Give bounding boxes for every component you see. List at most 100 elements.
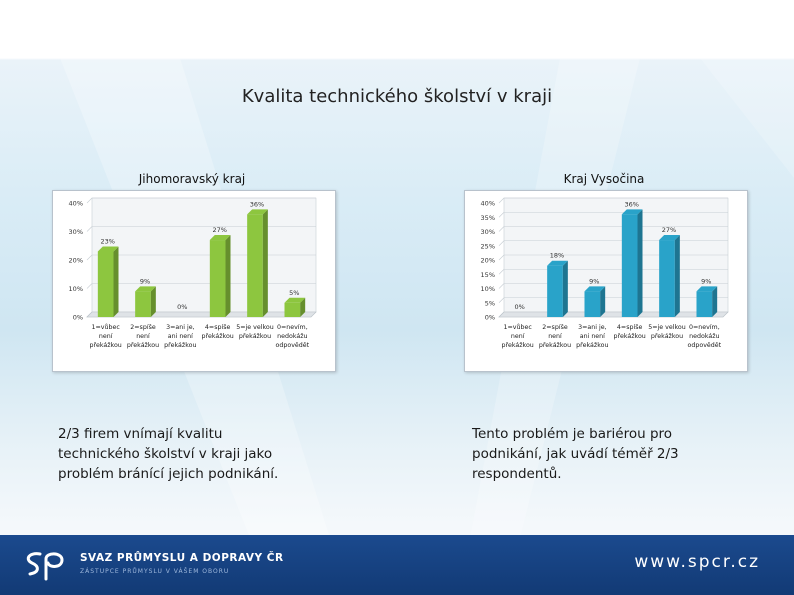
bar: [247, 214, 263, 317]
caption-left-line: technického školství v kraji jako: [58, 446, 273, 462]
x-tick-label: překážkou: [502, 341, 534, 349]
chart-vysocina: 0% 5% 10% 15% 20% 25% 30% 35% 40% 0% 1=vůbec není př…: [464, 190, 748, 372]
y-tick-label: 40%: [69, 200, 83, 208]
data-label: 36%: [250, 200, 264, 208]
y-tick-label: 20%: [481, 257, 495, 265]
x-tick-label: překážkou: [539, 341, 571, 349]
x-tick-label: 1=vůbec: [503, 323, 532, 331]
x-tick-label: není: [548, 332, 562, 340]
bar: [696, 291, 713, 317]
bar-side: [712, 286, 718, 317]
y-tick-label: 30%: [481, 228, 495, 236]
gridline-depth: [498, 197, 505, 204]
x-tick-label: překážkou: [164, 341, 196, 349]
x-tick-label: 0=nevím,: [689, 323, 720, 331]
x-tick-label: 4=spíše: [617, 323, 643, 331]
gridline-depth: [498, 269, 505, 275]
footer-org-tagline: ZÁSTUPCE PRŮMYSLU V VÁŠEM OBORU: [80, 568, 230, 575]
bar: [621, 214, 638, 317]
x-tick-label: 5=je velkou: [236, 324, 274, 331]
bar-side: [300, 297, 306, 317]
plot-floor: [498, 311, 729, 318]
gridline-depth: [498, 212, 505, 218]
bar: [584, 291, 601, 317]
x-tick-label: 5=je velkou: [648, 324, 686, 331]
gridline-depth: [86, 226, 93, 232]
x-tick-label: překážkou: [651, 332, 683, 340]
bar-side: [113, 246, 119, 317]
y-tick-label: 20%: [69, 257, 83, 265]
gridline-depth: [86, 197, 93, 204]
gridline-depth: [498, 240, 505, 246]
x-tick-label: odpovědět: [688, 341, 722, 349]
x-tick-label: 1=vůbec: [91, 323, 120, 331]
chart-title-vysocina: Kraj Vysočina: [563, 172, 645, 186]
data-label: 9%: [589, 277, 599, 285]
y-tick-label: 40%: [481, 200, 495, 208]
bar-top: [696, 286, 718, 292]
y-tick-label: 0%: [485, 314, 495, 322]
gridline-depth: [498, 226, 505, 232]
bar-top: [284, 297, 306, 303]
plot-wall: [498, 197, 729, 318]
bar-top: [247, 209, 268, 215]
chart-title-jihomoravsky: Jihomoravský kraj: [138, 172, 246, 186]
bar: [97, 251, 114, 317]
data-label: 5%: [289, 289, 299, 297]
x-tick-label: 2=spíše: [130, 323, 156, 331]
bar-top: [135, 286, 156, 292]
bar-top: [97, 246, 119, 252]
gridline-depth: [86, 283, 93, 289]
y-tick-label: 10%: [69, 285, 83, 293]
data-label: 0%: [177, 303, 187, 311]
x-tick-label: 4=spíše: [205, 323, 231, 331]
x-tick-label: překážkou: [127, 341, 159, 349]
y-tick-label: 0%: [73, 314, 83, 322]
bar-side: [225, 235, 231, 317]
caption-right: Tento problém je bariérou pro podnikání,…: [472, 424, 679, 484]
plot-floor: [86, 311, 317, 318]
gridline-depth: [86, 254, 93, 261]
bar-top: [547, 260, 568, 266]
plot-wall: [86, 197, 317, 318]
spcr-logo-icon: [26, 552, 64, 581]
bar-side: [150, 286, 156, 317]
x-tick-label: překážkou: [202, 332, 234, 340]
caption-right-line: respondentů.: [472, 466, 562, 482]
x-tick-label: ani není: [580, 332, 605, 340]
x-tick-label: není: [511, 332, 525, 340]
chart-jihomoravsky-svg: 0%10%20%30%40%23%1=vůbecnenípřekážkou9%2…: [69, 197, 317, 349]
gridline-depth: [498, 297, 505, 303]
caption-right-line: podnikání, jak uvádí téměř 2/3: [472, 446, 679, 462]
bar-side: [674, 235, 680, 317]
slide-title: Kvalita technického školství v kraji: [241, 86, 553, 107]
bar-top: [209, 235, 231, 241]
data-label: 23%: [100, 237, 114, 245]
data-label: 0%: [515, 303, 525, 311]
data-label: 18%: [550, 252, 564, 260]
data-label: 9%: [140, 277, 150, 285]
caption-left-line: problém brání­cí jejich podnikání.: [58, 466, 279, 482]
x-tick-label: nedokážu: [689, 332, 719, 340]
bar: [659, 240, 675, 317]
x-tick-label: 2=spíše: [542, 323, 568, 331]
x-tick-label: odpovědět: [276, 341, 310, 349]
footer-website[interactable]: www.spcr.cz: [634, 552, 760, 572]
x-tick-label: nedokážu: [277, 332, 307, 340]
x-tick-label: 3=ani je,: [166, 324, 195, 331]
footer-bar: SVAZ PRŮMYSLU A DOPRAVY ČR ZÁSTUPCE PRŮM…: [0, 535, 794, 595]
bar: [209, 240, 226, 317]
y-tick-label: 25%: [481, 242, 495, 250]
bar-top: [621, 209, 643, 215]
data-label: 36%: [624, 200, 638, 208]
y-tick-label: 5%: [485, 299, 495, 307]
y-tick-label: 15%: [481, 271, 495, 279]
caption-left-line: 2/3 firem vnímají kvalitu: [58, 426, 223, 442]
chart-vysocina-svg: 0%5%10%15%20%25%30%35%40%0%1=vůbecnenípř…: [481, 197, 729, 349]
bar: [284, 302, 301, 317]
chart-jihomoravsky: 0% 10% 20% 30% 40% 23% 1=vůbec není překážkou 9% 2…: [52, 190, 336, 372]
bar-side: [600, 286, 606, 317]
y-tick-label: 35%: [481, 214, 495, 222]
x-tick-label: překážkou: [576, 341, 608, 349]
data-label: 27%: [212, 226, 226, 234]
